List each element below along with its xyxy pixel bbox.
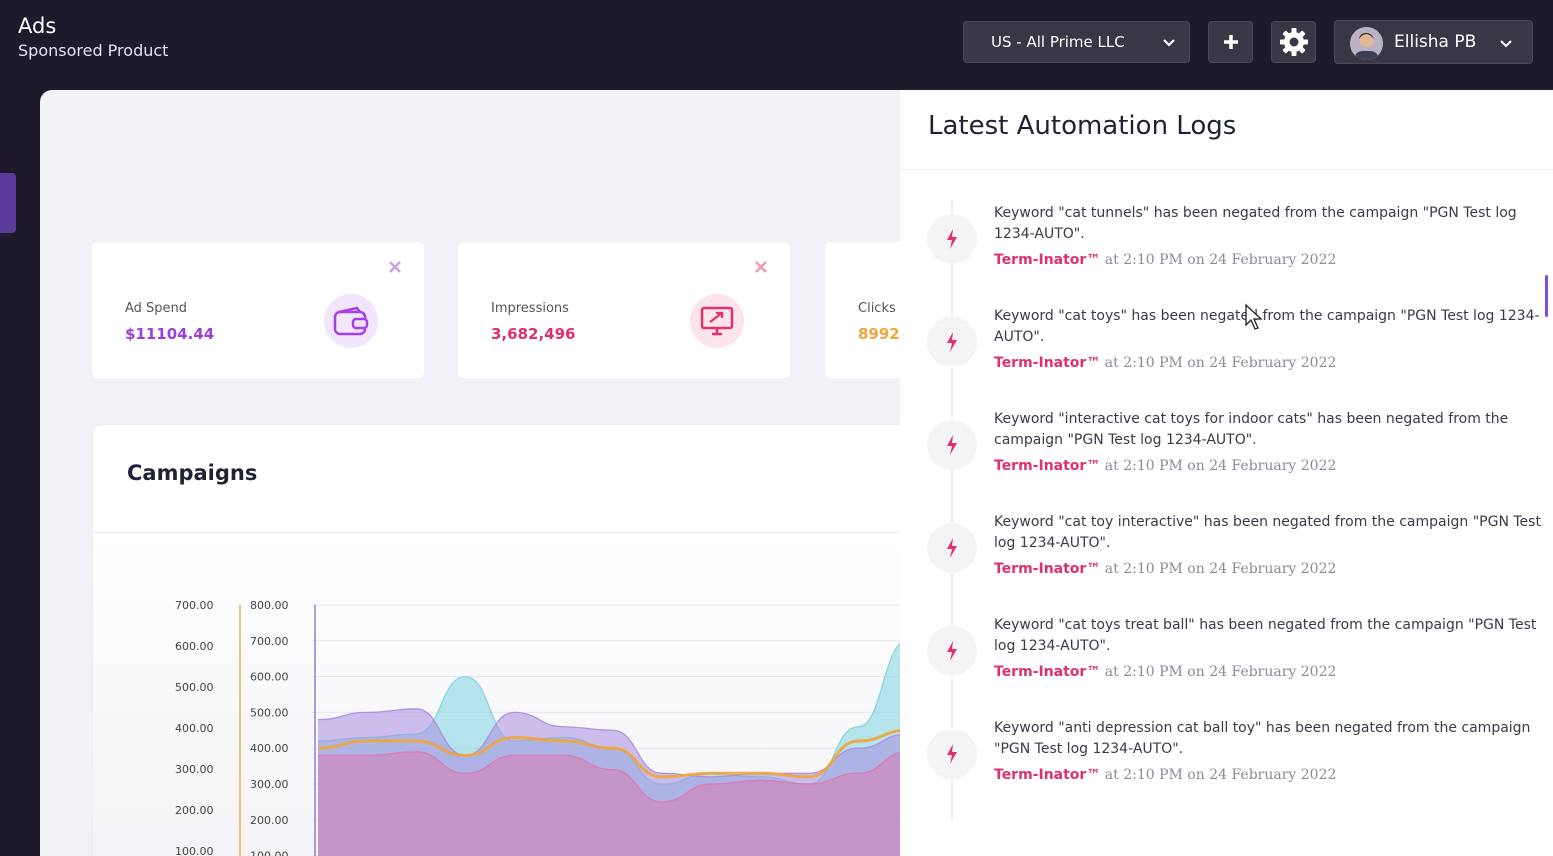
lightning-icon [927, 523, 977, 573]
log-item: Keyword "cat tunnels" has been negated f… [900, 203, 1553, 303]
divider [93, 532, 1091, 533]
stat-label: Ad Spend [125, 301, 188, 316]
log-text: Keyword "cat toys" has been negated from… [994, 308, 1540, 345]
log-text: Keyword "cat tunnels" has been negated f… [994, 205, 1517, 242]
log-item: Keyword "cat toy interactive" has been n… [900, 512, 1553, 612]
y-left-tick-label: 300.00 [175, 763, 214, 776]
lightning-icon [927, 317, 977, 367]
log-meta: Term-Inator™ at 2:10 PM on 24 February 2… [994, 252, 1336, 268]
log-timestamp: at 2:10 PM on 24 February 2022 [1104, 458, 1337, 474]
user-name: Ellisha PB [1394, 32, 1477, 52]
panel-title: Latest Automation Logs [928, 111, 1237, 141]
log-item: Keyword "interactive cat toys for indoor… [900, 409, 1553, 509]
y-right-tick-label: 100.00 [250, 850, 289, 856]
panel-header: Latest Automation Logs [900, 90, 1553, 170]
y-right-tick-label: 600.00 [250, 671, 289, 684]
log-item: Keyword "anti depression cat ball toy" h… [900, 718, 1553, 818]
log-item: Keyword "cat toys treat ball" has been n… [900, 615, 1553, 715]
wallet-icon [324, 294, 378, 348]
scrollbar[interactable] [1545, 275, 1548, 317]
stat-label: Impressions [491, 301, 569, 316]
log-item: Keyword "cat toys" has been negated from… [900, 306, 1553, 406]
log-text: Keyword "cat toys treat ball" has been n… [994, 617, 1537, 654]
y-right-tick-label: 800.00 [250, 599, 289, 612]
settings-button[interactable] [1271, 21, 1316, 63]
chevron-down-icon [1163, 39, 1175, 47]
gear-icon [1279, 28, 1308, 56]
stat-card-ad-spend: Ad Spend $11104.44 [92, 242, 424, 378]
y-left-tick-label: 100.00 [175, 845, 214, 856]
y-right-tick-label: 500.00 [250, 706, 289, 719]
log-author: Term-Inator™ [994, 458, 1101, 474]
automation-logs-panel: Latest Automation Logs Keyword "cat tunn… [900, 90, 1553, 856]
stat-value: $11104.44 [125, 325, 215, 343]
lightning-icon [927, 626, 977, 676]
account-select[interactable]: US - All Prime LLC [963, 21, 1190, 63]
log-meta: Term-Inator™ at 2:10 PM on 24 February 2… [994, 458, 1336, 474]
log-author: Term-Inator™ [994, 561, 1101, 577]
sidebar-item-active[interactable] [0, 173, 16, 233]
stat-value: 8992 [858, 325, 900, 343]
y-left-tick-label: 200.00 [175, 804, 214, 817]
close-icon[interactable] [388, 260, 402, 274]
log-timestamp: at 2:10 PM on 24 February 2022 [1104, 561, 1337, 577]
log-timestamp: at 2:10 PM on 24 February 2022 [1104, 252, 1337, 268]
mouse-cursor-icon [1245, 303, 1263, 330]
y-left-tick-label: 400.00 [175, 722, 214, 735]
timeline-line [951, 200, 953, 820]
top-bar: Ads Sponsored Product US - All Prime LLC [0, 0, 1553, 90]
y-left-tick-label: 600.00 [175, 640, 214, 653]
user-menu-button[interactable]: Ellisha PB [1334, 20, 1533, 64]
y-left-tick-label: 700.00 [175, 599, 214, 612]
log-text: Keyword "interactive cat toys for indoor… [994, 411, 1509, 448]
stat-card-impressions: Impressions 3,682,496 [458, 242, 790, 378]
y-right-tick-label: 400.00 [250, 742, 289, 755]
series-area [318, 751, 1093, 856]
lightning-icon [927, 420, 977, 470]
stat-value: 3,682,496 [491, 325, 576, 343]
lightning-icon [927, 214, 977, 264]
y-right-tick-label: 700.00 [250, 635, 289, 648]
log-text: Keyword "anti depression cat ball toy" h… [994, 720, 1531, 757]
log-timestamp: at 2:10 PM on 24 February 2022 [1104, 355, 1337, 371]
y-right-tick-label: 200.00 [250, 814, 289, 827]
account-select-value: US - All Prime LLC [991, 33, 1125, 51]
log-author: Term-Inator™ [994, 355, 1101, 371]
log-timestamp: at 2:10 PM on 24 February 2022 [1104, 767, 1337, 783]
log-text: Keyword "cat toy interactive" has been n… [994, 514, 1541, 551]
y-left-tick-label: 500.00 [175, 681, 214, 694]
add-button[interactable] [1208, 21, 1253, 63]
log-author: Term-Inator™ [994, 252, 1101, 268]
log-meta: Term-Inator™ at 2:10 PM on 24 February 2… [994, 355, 1336, 371]
log-timestamp: at 2:10 PM on 24 February 2022 [1104, 664, 1337, 680]
log-author: Term-Inator™ [994, 664, 1101, 680]
log-meta: Term-Inator™ at 2:10 PM on 24 February 2… [994, 767, 1336, 783]
y-right-tick-label: 300.00 [250, 778, 289, 791]
campaigns-title: Campaigns [127, 461, 258, 485]
app-title: Ads [18, 14, 57, 38]
app-subtitle: Sponsored Product [18, 41, 169, 60]
avatar [1350, 27, 1383, 60]
plus-icon [1223, 35, 1238, 49]
stat-label: Clicks [858, 301, 896, 316]
monitor-icon [690, 294, 744, 348]
log-author: Term-Inator™ [994, 767, 1101, 783]
close-icon[interactable] [754, 260, 768, 274]
log-meta: Term-Inator™ at 2:10 PM on 24 February 2… [994, 561, 1336, 577]
lightning-icon [927, 729, 977, 779]
log-meta: Term-Inator™ at 2:10 PM on 24 February 2… [994, 664, 1336, 680]
chevron-down-icon [1500, 40, 1512, 48]
